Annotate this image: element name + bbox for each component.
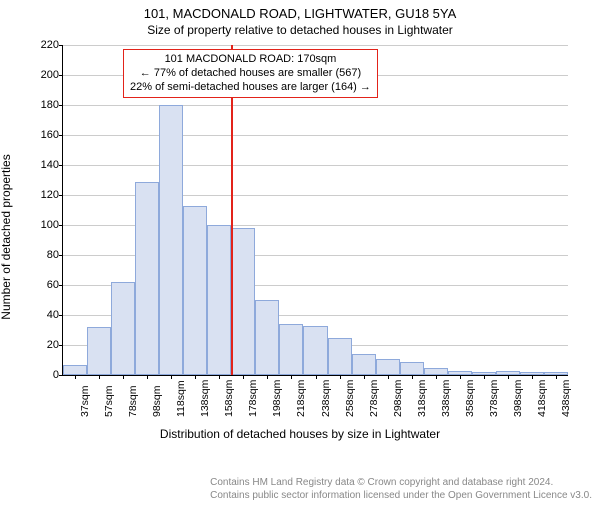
y-tick [59, 105, 63, 106]
x-tick-label: 138sqm [199, 380, 211, 417]
page-subtitle: Size of property relative to detached ho… [0, 23, 600, 37]
x-axis-label: Distribution of detached houses by size … [160, 427, 440, 441]
bar [87, 327, 111, 375]
x-tick [556, 375, 557, 379]
x-tick [219, 375, 220, 379]
x-tick-label: 37sqm [79, 385, 91, 417]
bar [231, 228, 255, 375]
y-tick [59, 75, 63, 76]
bar [111, 282, 135, 375]
x-tick [171, 375, 172, 379]
bar [279, 324, 303, 375]
x-tick [508, 375, 509, 379]
y-tick [59, 165, 63, 166]
y-tick [59, 345, 63, 346]
x-tick [243, 375, 244, 379]
bar [400, 362, 424, 376]
footer-line-1: Contains HM Land Registry data © Crown c… [210, 477, 592, 490]
y-tick [59, 45, 63, 46]
x-tick-label: 438sqm [560, 380, 572, 417]
y-tick-label: 160 [33, 129, 59, 141]
x-tick [484, 375, 485, 379]
y-tick-label: 80 [33, 249, 59, 261]
x-tick-label: 418sqm [536, 380, 548, 417]
x-tick [340, 375, 341, 379]
x-tick [267, 375, 268, 379]
callout-line-2: ← 77% of detached houses are smaller (56… [130, 67, 371, 81]
x-tick [436, 375, 437, 379]
bar [159, 105, 183, 375]
x-tick-label: 78sqm [127, 385, 139, 417]
y-tick-label: 40 [33, 309, 59, 321]
y-tick [59, 135, 63, 136]
x-tick-label: 118sqm [175, 380, 187, 417]
x-tick-label: 57sqm [103, 385, 115, 417]
bar [183, 206, 207, 376]
y-tick-label: 180 [33, 99, 59, 111]
y-tick-label: 120 [33, 189, 59, 201]
x-tick-label: 258sqm [344, 380, 356, 417]
x-tick-label: 338sqm [440, 380, 452, 417]
x-tick [123, 375, 124, 379]
x-tick [99, 375, 100, 379]
callout-line-1: 101 MACDONALD ROAD: 170sqm [130, 53, 371, 67]
x-tick-label: 378sqm [488, 380, 500, 417]
bar [376, 359, 400, 376]
bar [207, 225, 231, 375]
y-tick-label: 20 [33, 339, 59, 351]
y-axis-label: Number of detached properties [0, 154, 13, 319]
y-tick [59, 195, 63, 196]
bar [303, 326, 327, 376]
x-tick [75, 375, 76, 379]
x-tick-label: 358sqm [464, 380, 476, 417]
x-tick-label: 98sqm [151, 385, 163, 417]
x-tick [147, 375, 148, 379]
x-tick [316, 375, 317, 379]
x-tick-label: 158sqm [223, 380, 235, 417]
y-tick-label: 100 [33, 219, 59, 231]
x-tick [291, 375, 292, 379]
y-tick [59, 225, 63, 226]
gridline [63, 135, 568, 136]
gridline [63, 105, 568, 106]
x-tick [195, 375, 196, 379]
y-tick [59, 375, 63, 376]
y-tick-label: 0 [33, 369, 59, 381]
x-tick-label: 318sqm [416, 380, 428, 417]
x-tick-label: 198sqm [271, 380, 283, 417]
plot-area: 02040608010012014016018020022037sqm57sqm… [62, 45, 568, 376]
histogram-chart: Number of detached properties 0204060801… [20, 37, 580, 437]
gridline [63, 165, 568, 166]
x-tick [532, 375, 533, 379]
x-tick-label: 298sqm [392, 380, 404, 417]
x-tick-label: 398sqm [512, 380, 524, 417]
footer-line-2: Contains public sector information licen… [210, 490, 592, 503]
bar [352, 354, 376, 375]
page-title: 101, MACDONALD ROAD, LIGHTWATER, GU18 5Y… [0, 6, 600, 21]
x-tick [412, 375, 413, 379]
x-tick-label: 278sqm [368, 380, 380, 417]
x-tick [460, 375, 461, 379]
x-tick-label: 178sqm [247, 380, 259, 417]
bar [255, 300, 279, 375]
y-tick-label: 220 [33, 39, 59, 51]
x-tick-label: 218sqm [295, 380, 307, 417]
bar [135, 182, 159, 376]
bar [424, 368, 448, 376]
y-tick-label: 200 [33, 69, 59, 81]
y-tick-label: 60 [33, 279, 59, 291]
y-tick [59, 315, 63, 316]
attribution-footer: Contains HM Land Registry data © Crown c… [210, 477, 592, 502]
y-tick-label: 140 [33, 159, 59, 171]
gridline [63, 45, 568, 46]
x-tick [364, 375, 365, 379]
callout-line-3: 22% of semi-detached houses are larger (… [130, 81, 371, 95]
bar [328, 338, 352, 376]
x-tick-label: 238sqm [320, 380, 332, 417]
y-tick [59, 285, 63, 286]
bar [63, 365, 87, 376]
x-tick [388, 375, 389, 379]
y-tick [59, 255, 63, 256]
callout-box: 101 MACDONALD ROAD: 170sqm ← 77% of deta… [123, 49, 378, 98]
